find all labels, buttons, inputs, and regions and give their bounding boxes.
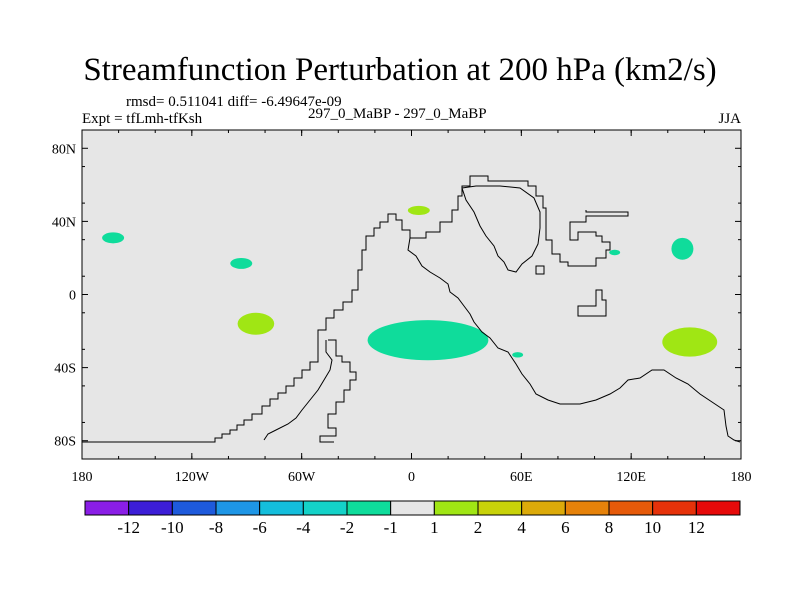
y-tick-label: 40S bbox=[54, 362, 76, 377]
colorbar-label: -4 bbox=[296, 518, 311, 537]
y-tick-label: 80N bbox=[52, 142, 76, 157]
chart-title: Streamfunction Perturbation at 200 hPa (… bbox=[83, 52, 717, 88]
x-tick-label: 0 bbox=[408, 470, 415, 485]
anomaly-east-pacific-negative bbox=[230, 257, 253, 269]
colorbar-swatch bbox=[171, 500, 217, 516]
south-america-coastline bbox=[319, 339, 357, 443]
colorbar-label: -1 bbox=[384, 518, 398, 537]
y-tick-label: 80S bbox=[54, 435, 76, 450]
y-axis: 80N 40N 0 40S 80S bbox=[52, 129, 741, 460]
colorbar-swatch bbox=[128, 500, 173, 516]
comparison-label: 297_0_MaBP - 297_0_MaBP bbox=[308, 106, 487, 122]
colorbar-label: 6 bbox=[561, 518, 570, 537]
colorbar-swatch bbox=[215, 500, 261, 516]
colorbar-swatch bbox=[521, 500, 566, 516]
x-tick-label: 60W bbox=[288, 470, 316, 485]
australia-coastline bbox=[263, 340, 333, 441]
arctic-island-coastline bbox=[577, 289, 607, 317]
eurasia-south-coastline bbox=[407, 237, 741, 443]
x-tick-label: 120E bbox=[616, 470, 646, 485]
colorbar-label: -12 bbox=[117, 518, 140, 537]
y-tick-label: 0 bbox=[69, 289, 76, 304]
anomaly-layer bbox=[102, 205, 718, 361]
anomaly-north-pacific-negative bbox=[671, 237, 694, 260]
colorbar-label: 8 bbox=[605, 518, 614, 537]
anomaly-central-pacific-negative bbox=[102, 232, 125, 244]
x-tick-label: 120W bbox=[175, 470, 210, 485]
colorbar-swatch bbox=[652, 500, 697, 516]
map-background bbox=[82, 130, 741, 459]
colorbar-label: -2 bbox=[340, 518, 354, 537]
anomaly-east-asia-negative bbox=[609, 249, 621, 256]
colorbar: -12 -10 -8 -6 -4 -2 -1 1 2 4 6 8 10 12 bbox=[84, 500, 741, 537]
colorbar-label: 4 bbox=[517, 518, 526, 537]
colorbar-label: -6 bbox=[253, 518, 267, 537]
antarctica-coastline bbox=[82, 175, 629, 443]
anomaly-south-atlantic-negative bbox=[367, 320, 489, 361]
anomaly-south-pacific-positive bbox=[237, 312, 275, 335]
x-tick-label: 180 bbox=[72, 470, 93, 485]
colorbar-swatch bbox=[302, 500, 348, 516]
inland-lake-outline bbox=[535, 265, 545, 275]
anomaly-indian-ocean-negative bbox=[512, 352, 524, 358]
colorbar-swatch bbox=[346, 500, 392, 516]
anomaly-north-africa-positive bbox=[407, 205, 430, 215]
x-tick-label: 60E bbox=[510, 470, 533, 485]
colorbar-swatch bbox=[84, 500, 130, 516]
colorbar-label: 2 bbox=[474, 518, 483, 537]
y-tick-label: 40N bbox=[52, 215, 76, 230]
x-tick-label: 180 bbox=[731, 470, 752, 485]
colorbar-label: 12 bbox=[688, 518, 705, 537]
colorbar-swatch bbox=[390, 500, 435, 516]
experiment-label: Expt = tfLmh-tfKsh bbox=[82, 111, 203, 127]
x-axis: 180 120W 60W 0 60E 120E 180 bbox=[72, 130, 752, 485]
colorbar-label: 10 bbox=[644, 518, 661, 537]
coastlines bbox=[82, 175, 741, 443]
colorbar-swatch bbox=[433, 500, 479, 516]
stats-line: rmsd= 0.511041 diff= -6.49647e-09 bbox=[126, 94, 342, 110]
colorbar-swatch bbox=[259, 500, 304, 516]
colorbar-swatch bbox=[695, 500, 741, 516]
colorbar-label: 1 bbox=[430, 518, 439, 537]
season-label: JJA bbox=[718, 111, 741, 127]
greenland-coastline bbox=[461, 185, 541, 273]
colorbar-label: -8 bbox=[209, 518, 223, 537]
colorbar-swatch bbox=[477, 500, 523, 516]
colorbar-label: -10 bbox=[161, 518, 184, 537]
colorbar-swatch bbox=[608, 500, 654, 516]
anomaly-south-pacific-east-positive bbox=[662, 327, 718, 357]
colorbar-swatch bbox=[564, 500, 610, 516]
